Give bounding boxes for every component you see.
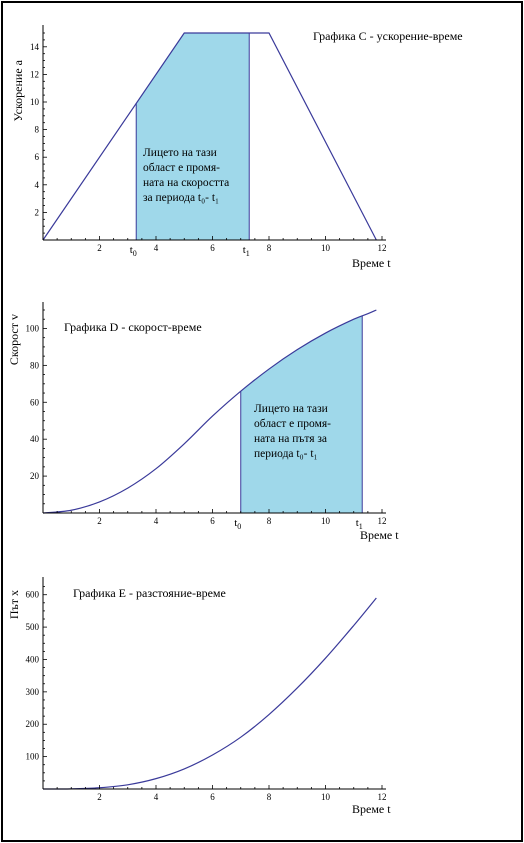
y-tick-label: 100	[26, 323, 40, 333]
marker-label-t0: t0	[130, 244, 137, 258]
series-line	[42, 309, 377, 514]
x-tick-label: 4	[154, 243, 159, 253]
y-axis-label: Ускорение a	[11, 59, 25, 121]
marker-label-t1: t1	[356, 517, 363, 531]
x-tick-label: 4	[154, 516, 159, 526]
y-tick-label: 40	[30, 434, 40, 444]
y-tick-label: 6	[35, 152, 40, 162]
y-tick-label: 2	[35, 207, 40, 217]
x-tick-label: 8	[267, 792, 272, 802]
x-tick-label: 2	[97, 516, 102, 526]
chart-3: 2 4 6 8 10 12 100 200 300 400 500 600 Графика Е - ра…	[7, 577, 391, 816]
chart-title: Графика D - скорост-време	[64, 320, 202, 334]
x-tick-label: 12	[378, 792, 387, 802]
y-tick-label: 200	[26, 719, 40, 729]
annotation-line: периода t₀- t₁	[254, 448, 318, 460]
y-tick-label: 14	[30, 42, 40, 52]
series-line	[42, 597, 377, 790]
x-tick-label: 6	[210, 516, 215, 526]
marker-label-t1: t1	[243, 244, 250, 258]
x-tick-label: 8	[267, 243, 272, 253]
annotation-line: Лицето на тази	[143, 147, 217, 159]
x-tick-label: 10	[321, 243, 331, 253]
y-tick-label: 12	[30, 69, 39, 79]
marker-label-t0: t0	[234, 517, 241, 531]
y-axis-label: Скорост v	[7, 314, 21, 365]
y-axis-label: Път x	[7, 590, 21, 619]
y-tick-label: 600	[26, 590, 40, 600]
x-axis-label: Време t	[352, 802, 391, 816]
annotation-line: област е промя-	[254, 418, 331, 430]
y-tick-label: 10	[30, 97, 40, 107]
x-tick-label: 6	[210, 243, 215, 253]
chart-title: Графика Е - разстояние-време	[73, 586, 226, 600]
x-tick-label: 8	[267, 516, 272, 526]
y-tick-label: 8	[35, 125, 40, 135]
x-tick-label: 12	[378, 516, 387, 526]
y-tick-label: 100	[26, 752, 40, 762]
y-tick-label: 400	[26, 654, 40, 664]
x-tick-label: 6	[210, 792, 215, 802]
x-tick-label: 2	[97, 792, 102, 802]
annotation-line: ната на пътя за	[254, 433, 327, 445]
x-tick-label: 10	[321, 792, 331, 802]
x-tick-label: 2	[97, 243, 102, 253]
y-tick-label: 300	[26, 687, 40, 697]
shaded-region	[136, 33, 250, 240]
x-axis-label: Време t	[360, 528, 399, 542]
x-tick-label: 10	[321, 516, 331, 526]
chart-2: 2 4 6 8 10 12 20 40 60 80 100 t0 t1 Графика D - скоро…	[7, 302, 399, 542]
annotation-line: за периода t₀- t₁	[143, 192, 219, 204]
series-line	[42, 32, 377, 241]
shaded-region	[240, 315, 363, 513]
chart-1: 2 4 6 8 10 12 2 4 6 8 10 12 14 t0 t1 Графика С - ускоре…	[11, 25, 463, 270]
annotation-line: ната на скоростта	[143, 177, 229, 189]
y-tick-label: 60	[30, 397, 40, 407]
chart-title: Графика С - ускорение-време	[313, 29, 463, 43]
x-axis-label: Време t	[352, 256, 391, 270]
annotation-line: Лицето на тази	[254, 403, 328, 415]
y-tick-label: 80	[30, 360, 40, 370]
y-tick-label: 500	[26, 622, 40, 632]
x-tick-label: 12	[378, 243, 387, 253]
x-tick-label: 4	[154, 792, 159, 802]
y-tick-label: 4	[35, 180, 40, 190]
y-tick-label: 20	[30, 471, 40, 481]
annotation-line: област е промя-	[143, 162, 220, 174]
